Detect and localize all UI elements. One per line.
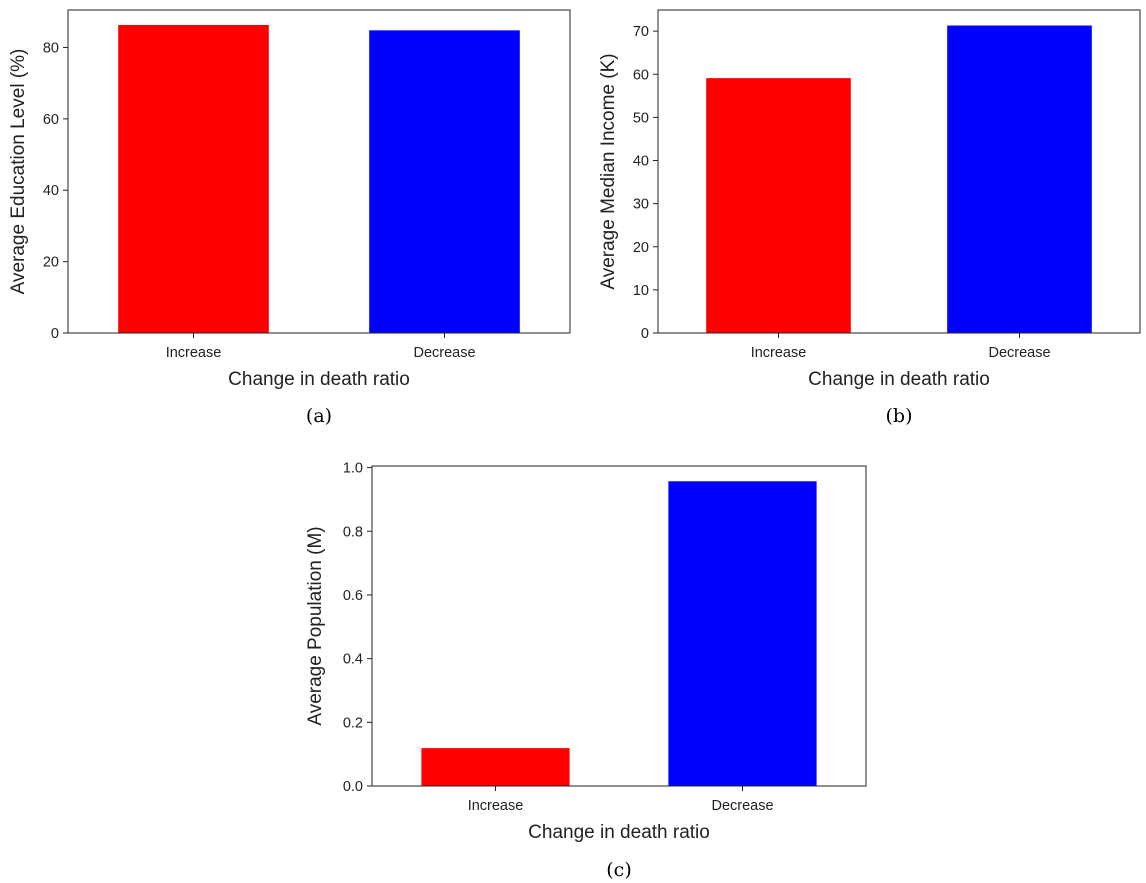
y-tick-label: 0.0 bbox=[343, 779, 363, 795]
y-tick-label: 20 bbox=[43, 255, 59, 271]
x-tick-label: Increase bbox=[468, 798, 524, 814]
bar-decrease bbox=[668, 481, 817, 786]
bar-increase bbox=[118, 24, 269, 334]
x-tick-label: Decrease bbox=[988, 345, 1050, 361]
panel-caption: (a) bbox=[306, 405, 332, 427]
x-axis-label: Change in death ratio bbox=[228, 369, 410, 390]
y-tick-label: 50 bbox=[633, 110, 649, 126]
bar-increase bbox=[421, 748, 570, 786]
y-axis-label: Average Median Income (K) bbox=[598, 53, 619, 289]
y-tick-label: 1.0 bbox=[343, 461, 363, 477]
y-tick-label: 0.6 bbox=[343, 588, 363, 604]
y-tick-label: 10 bbox=[633, 283, 649, 299]
x-tick-label: Decrease bbox=[413, 345, 475, 361]
panel-caption: (c) bbox=[606, 859, 631, 881]
y-tick-label: 40 bbox=[43, 183, 59, 199]
x-tick-label: Increase bbox=[751, 345, 807, 361]
y-axis-label: Average Education Level (%) bbox=[8, 49, 29, 295]
y-tick-label: 0.2 bbox=[343, 715, 363, 731]
bar-increase bbox=[706, 78, 851, 333]
axes-frame bbox=[67, 9, 571, 334]
x-axis-label: Change in death ratio bbox=[808, 369, 990, 390]
y-tick-label: 0 bbox=[51, 326, 59, 342]
bar-decrease bbox=[369, 30, 520, 333]
y-tick-label: 0 bbox=[641, 326, 649, 342]
x-tick-label: Increase bbox=[166, 345, 222, 361]
y-tick-label: 20 bbox=[633, 240, 649, 256]
y-axis-label: Average Population (M) bbox=[305, 526, 326, 725]
y-tick-label: 30 bbox=[633, 197, 649, 213]
panel-caption: (b) bbox=[886, 405, 913, 427]
y-tick-label: 70 bbox=[633, 24, 649, 40]
y-tick-label: 80 bbox=[43, 40, 59, 56]
x-tick-label: Decrease bbox=[711, 798, 773, 814]
bar-decrease bbox=[947, 25, 1092, 334]
y-tick-label: 0.4 bbox=[343, 652, 363, 668]
axes-frame bbox=[657, 9, 1141, 334]
y-tick-label: 60 bbox=[43, 112, 59, 128]
x-axis-label: Change in death ratio bbox=[528, 822, 710, 843]
y-tick-label: 40 bbox=[633, 154, 649, 170]
chart-panel-3: 0.0 0.2 0.4 0.6 0.8 1.0 Increase DecreaseChange… bbox=[305, 461, 867, 881]
y-tick-label: 0.8 bbox=[343, 524, 363, 540]
y-tick-label: 60 bbox=[633, 67, 649, 83]
axes-frame bbox=[371, 465, 867, 787]
chart-panel-2: 0 10 20 30 40 50 60 70 Increase Decrease Change in… bbox=[598, 9, 1141, 427]
